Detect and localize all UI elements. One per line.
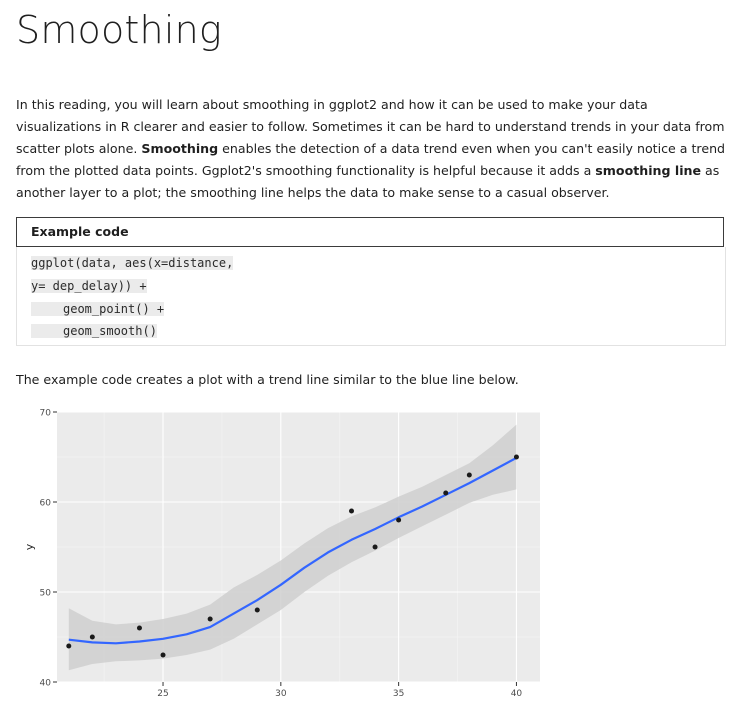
smooth-line	[68, 456, 517, 645]
x-tick-label: 25	[157, 689, 168, 699]
smoothing-chart: 40 50 60 70 25 30 35 40 y	[23, 409, 540, 699]
x-tick-label: 30	[275, 689, 287, 699]
confidence-band	[68, 424, 517, 671]
example-code-block[interactable]: ggplot(data, aes(x=distance, y= dep_dela…	[16, 247, 726, 346]
y-tick-label: 70	[40, 409, 52, 419]
data-point-4	[160, 652, 166, 658]
code-line-2: y= dep_delay)) +	[31, 279, 147, 293]
data-points	[66, 454, 519, 658]
code-line-3: geom_point() +	[31, 301, 165, 318]
x-tick-label: 35	[393, 689, 404, 699]
chart-caption: The example code creates a plot with a t…	[16, 372, 519, 387]
data-point-8	[372, 544, 378, 550]
term-smoothing: Smoothing	[141, 141, 219, 156]
y-tick-label: 60	[40, 499, 52, 509]
data-point-5	[207, 616, 213, 622]
term-smoothing-line: smoothing line	[595, 163, 702, 178]
data-point-7	[349, 508, 355, 514]
code-line-4: geom_smooth()	[31, 323, 157, 340]
x-axis-ticks: 25 30 35 40	[157, 682, 522, 699]
data-point-12	[513, 454, 519, 460]
y-axis-ticks: 40 50 60 70	[40, 409, 57, 689]
code-line-1: ggplot(data, aes(x=distance,	[31, 256, 234, 270]
data-point-10	[443, 490, 449, 496]
intro-text-3: as another layer to a plot; the smoothin…	[16, 163, 720, 200]
data-point-11	[466, 472, 472, 478]
intro-text-1: In this reading, you will learn about sm…	[16, 97, 725, 156]
data-point-1	[66, 643, 72, 649]
data-point-6	[254, 607, 260, 613]
intro-paragraph: In this reading, you will learn about sm…	[16, 94, 728, 204]
page-title: Smoothing	[16, 8, 222, 52]
data-point-3	[136, 625, 142, 631]
data-point-9	[396, 517, 402, 523]
y-tick-label: 40	[40, 679, 52, 689]
intro-text-2: enables the detection of a data trend ev…	[16, 141, 726, 178]
major-gridlines	[57, 411, 540, 683]
y-axis-label: y	[23, 543, 36, 550]
example-code-header: Example code	[16, 217, 724, 247]
data-point-2	[89, 634, 95, 640]
y-tick-label: 50	[40, 589, 52, 599]
x-tick-label: 40	[511, 689, 523, 699]
